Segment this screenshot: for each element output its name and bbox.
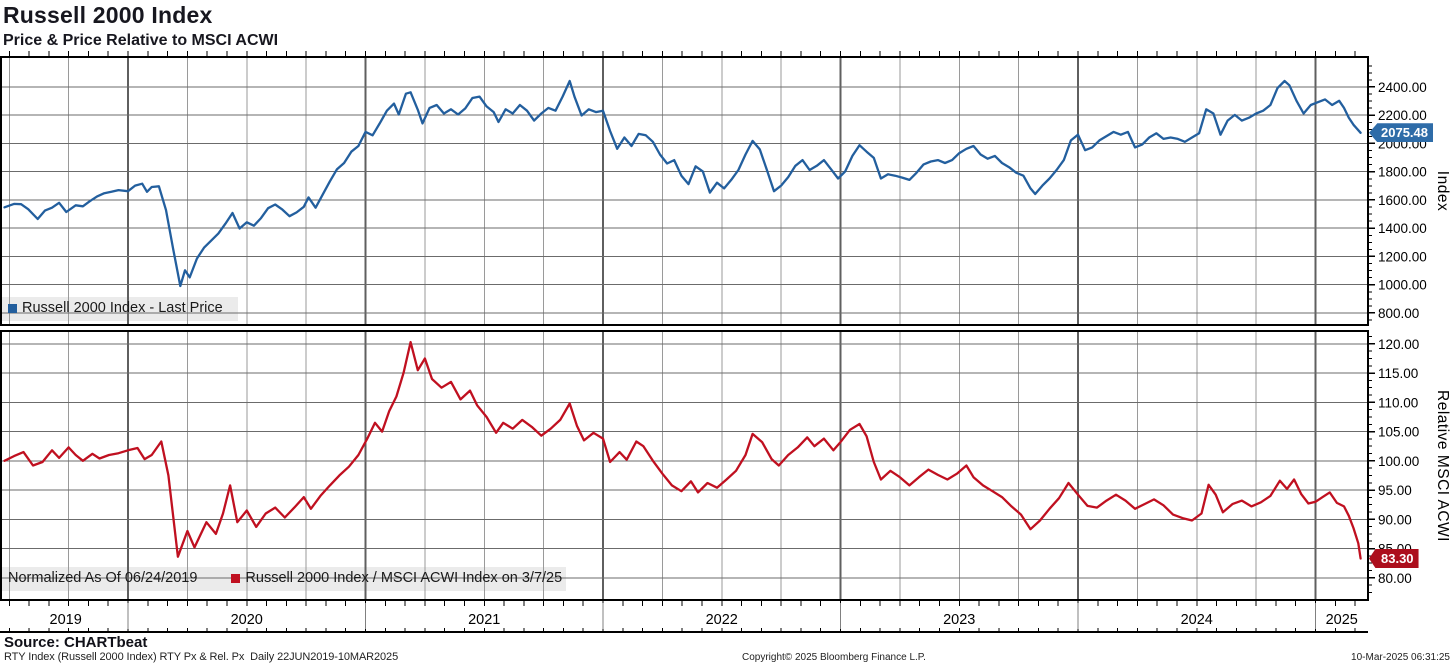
svg-text:105.00: 105.00 xyxy=(1378,425,1419,440)
svg-text:90.00: 90.00 xyxy=(1378,512,1412,527)
legend-relative: Normalized As Of 06/24/2019 Russell 2000… xyxy=(8,570,562,586)
svg-text:2020: 2020 xyxy=(231,612,263,628)
svg-text:2019: 2019 xyxy=(50,612,82,628)
page-subtitle: Price & Price Relative to MSCI ACWI xyxy=(3,32,279,49)
page-title: Russell 2000 Index xyxy=(3,2,213,28)
svg-text:110.00: 110.00 xyxy=(1378,395,1418,410)
svg-text:1600.00: 1600.00 xyxy=(1378,193,1427,208)
svg-text:95.00: 95.00 xyxy=(1378,483,1412,498)
svg-text:120.00: 120.00 xyxy=(1378,337,1419,352)
svg-text:1400.00: 1400.00 xyxy=(1378,221,1427,236)
price-axis-title: Index xyxy=(1434,170,1451,212)
price-last-value-label: 2075.48 xyxy=(1369,123,1433,143)
timestamp: 10-Mar-2025 06:31:25 xyxy=(1351,652,1450,663)
legend-price: Russell 2000 Index - Last Price xyxy=(8,300,223,316)
svg-text:2025: 2025 xyxy=(1326,612,1358,628)
relative-axis-title: Relative MSCI ACWI xyxy=(1434,390,1451,542)
svg-text:1200.00: 1200.00 xyxy=(1378,249,1427,264)
svg-text:2200.00: 2200.00 xyxy=(1378,108,1427,123)
source-label: Source: CHARTbeat xyxy=(4,634,148,651)
svg-text:100.00: 100.00 xyxy=(1378,454,1419,469)
svg-text:2400.00: 2400.00 xyxy=(1378,80,1427,95)
svg-text:80.00: 80.00 xyxy=(1378,571,1412,586)
ticker-description: RTY Index (Russell 2000 Index) RTY Px & … xyxy=(4,651,399,663)
svg-text:1800.00: 1800.00 xyxy=(1378,165,1427,180)
legend-relative-label: Russell 2000 Index / MSCI ACWI Index on … xyxy=(245,570,563,586)
relative-series-swatch-icon xyxy=(231,573,241,583)
copyright-notice: Copyright© 2025 Bloomberg Finance L.P. xyxy=(742,652,926,663)
svg-text:2021: 2021 xyxy=(468,612,500,628)
svg-text:2023: 2023 xyxy=(943,612,975,628)
relative-last-value-label: 83.30 xyxy=(1369,548,1419,568)
price-series-swatch-icon xyxy=(8,303,17,313)
svg-text:1000.00: 1000.00 xyxy=(1378,278,1427,293)
legend-price-label: Russell 2000 Index - Last Price xyxy=(22,300,223,316)
svg-text:800.00: 800.00 xyxy=(1378,306,1419,321)
svg-text:2024: 2024 xyxy=(1181,612,1213,628)
svg-text:115.00: 115.00 xyxy=(1378,366,1418,381)
normalized-note: Normalized As Of 06/24/2019 xyxy=(8,570,198,586)
svg-text:2022: 2022 xyxy=(706,612,738,628)
